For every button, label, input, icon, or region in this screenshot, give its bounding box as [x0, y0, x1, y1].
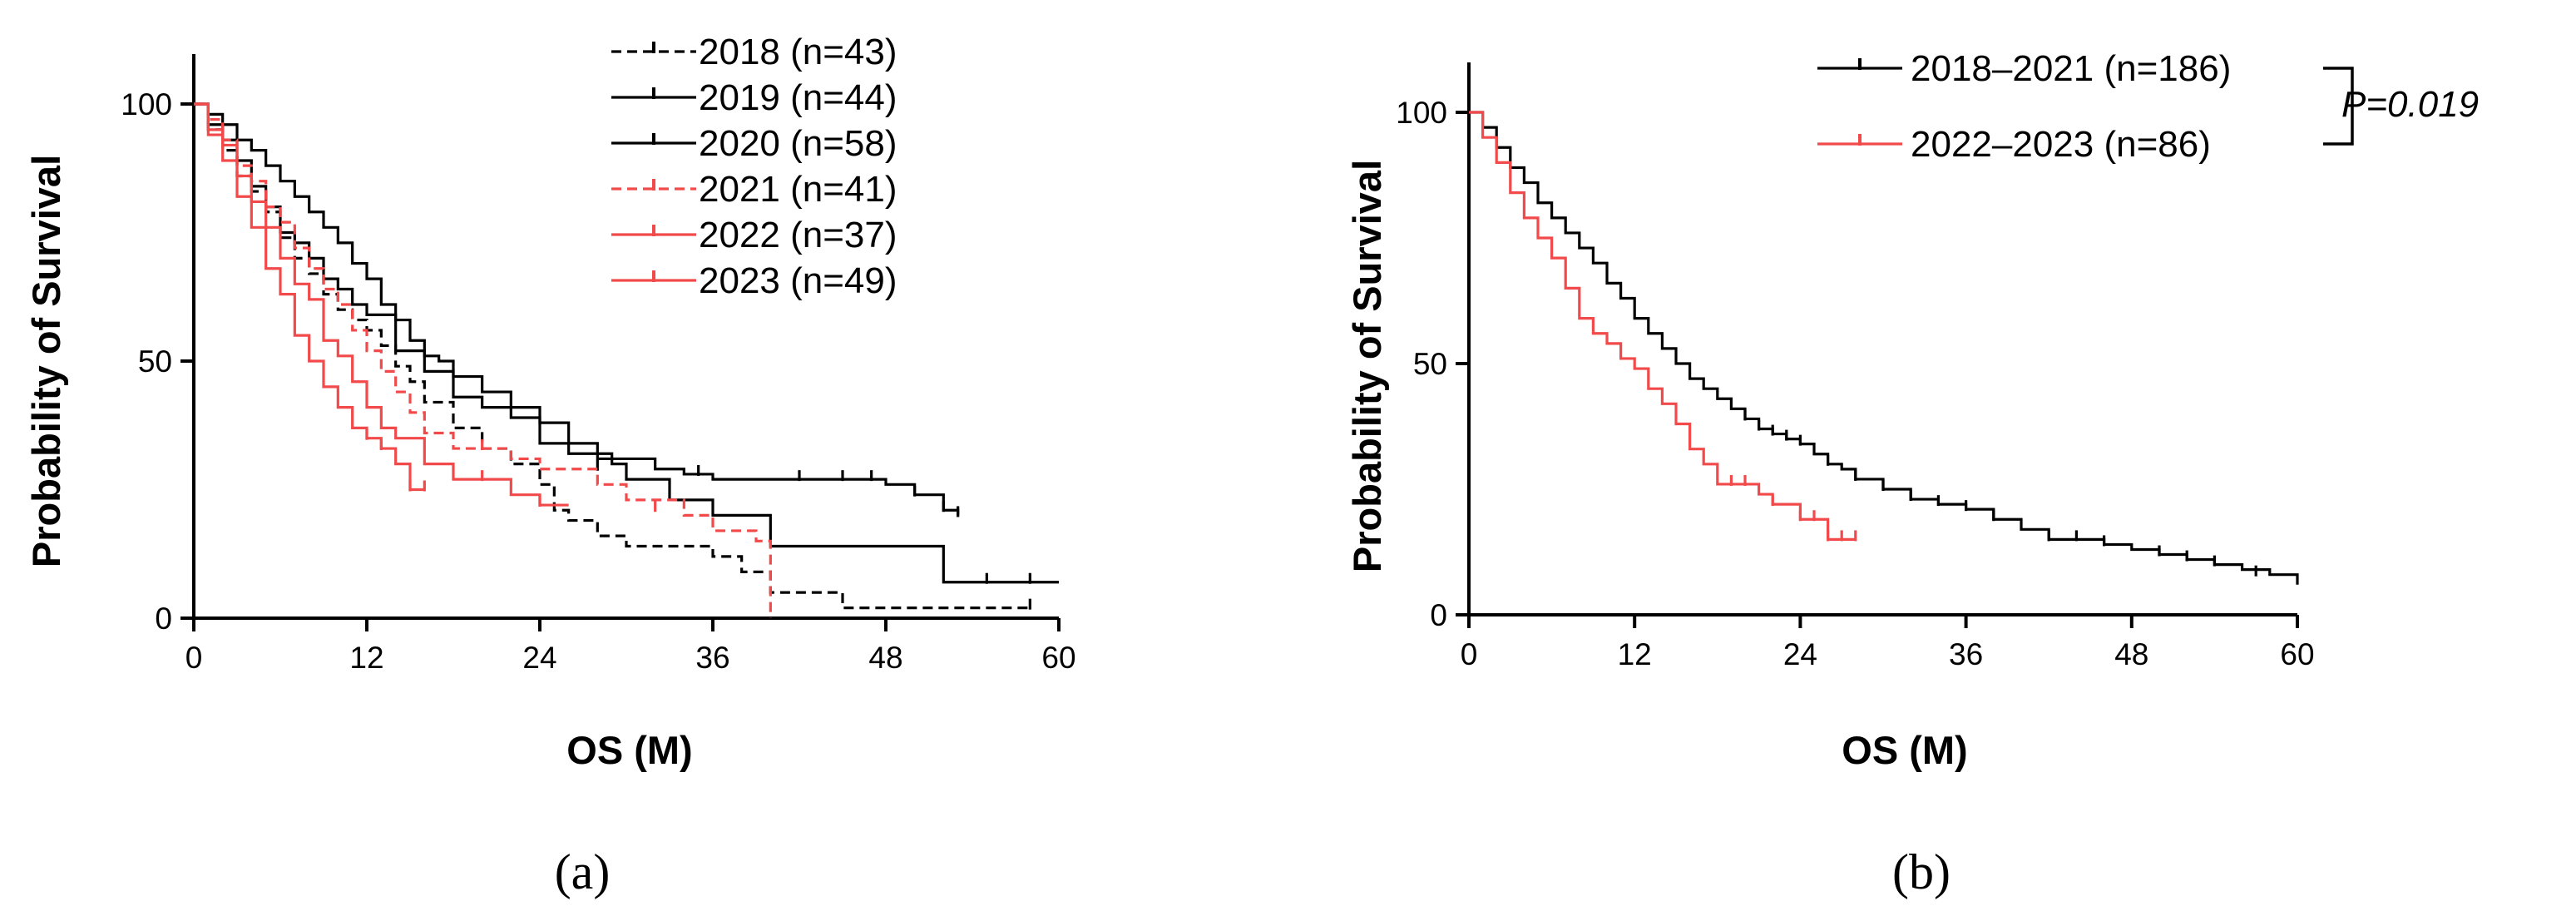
legend-label: 2020 (n=58) — [699, 123, 897, 164]
legend-label: 2021 (n=41) — [699, 169, 897, 210]
survival-curve — [1469, 111, 1856, 541]
x-tick-label: 36 — [1949, 637, 1983, 671]
y-tick-label: 50 — [1413, 347, 1447, 381]
survival-curve — [194, 102, 569, 507]
y-tick-label: 50 — [138, 344, 172, 379]
y-tick-label: 100 — [121, 87, 172, 121]
x-tick-label: 48 — [2114, 637, 2148, 671]
x-tick-label: 0 — [1461, 637, 1478, 671]
legend-label: 2018–2021 (n=186) — [1911, 48, 2231, 89]
x-tick-label: 12 — [349, 641, 383, 675]
survival-curve — [194, 102, 1031, 610]
x-tick-label: 12 — [1618, 637, 1652, 671]
legend-label: 2022–2023 (n=86) — [1911, 124, 2211, 165]
panel-a-label: (a) — [555, 844, 611, 899]
significance-bracket — [2323, 67, 2354, 146]
legend-label: 2019 (n=44) — [699, 77, 897, 118]
y-tick-label: 100 — [1396, 96, 1447, 130]
survival-curve — [194, 102, 772, 618]
panel-a-y-axis-title: Probability of Survival — [24, 155, 68, 567]
x-tick-label: 60 — [1041, 641, 1075, 675]
legend-label: 2023 (n=49) — [699, 260, 897, 301]
panel-b-chart: 0 12 24 36 48 60 0 50 100 2018–2021 (n=186) 2022–2… — [1396, 48, 2354, 671]
x-tick-label: 24 — [1783, 637, 1817, 671]
x-tick-label: 24 — [522, 641, 556, 675]
panel-b-y-axis-title: Probability of Survival — [1345, 160, 1389, 572]
x-tick-label: 0 — [185, 641, 203, 675]
y-tick-label: 0 — [155, 602, 172, 636]
x-tick-label: 48 — [868, 641, 902, 675]
survival-curve — [194, 102, 1059, 584]
x-tick-label: 60 — [2280, 637, 2314, 671]
y-tick-label: 0 — [1430, 598, 1447, 632]
panel-a-x-axis-title: OS (M) — [566, 728, 692, 772]
panel-b-x-axis-title: OS (M) — [1842, 728, 1967, 772]
survival-curve — [1469, 111, 2299, 585]
panel-b-p-value: P=0.019 — [2341, 84, 2479, 125]
panel-a-chart: 0 12 24 36 48 60 0 50 100 2018 (n=43) 2019 (n=44) 2… — [121, 32, 1075, 675]
legend-label: 2022 (n=37) — [699, 215, 897, 255]
x-tick-label: 36 — [695, 641, 729, 675]
survival-curve — [194, 102, 960, 516]
legend-label: 2018 (n=43) — [699, 32, 897, 72]
panel-b-label: (b) — [1892, 844, 1951, 899]
